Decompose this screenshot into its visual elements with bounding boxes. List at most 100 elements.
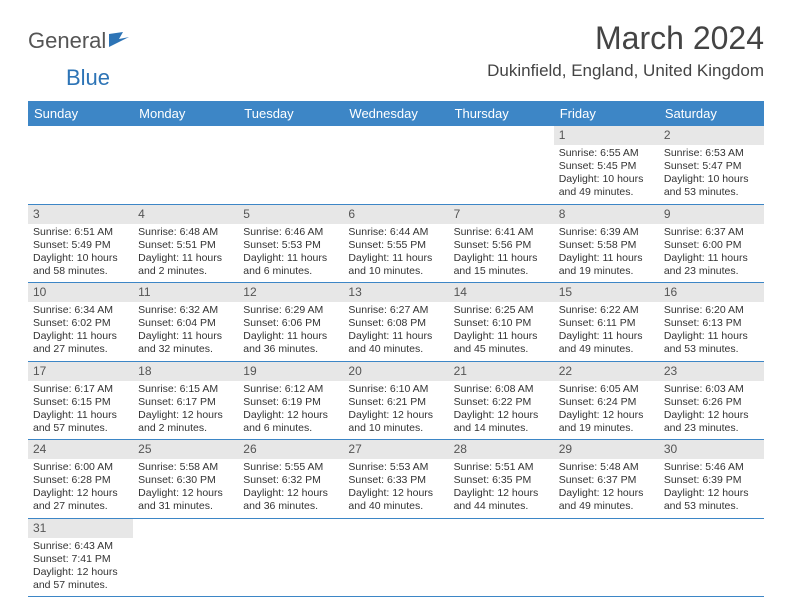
daylight-text: Daylight: 11 hours and 15 minutes. (454, 252, 549, 278)
sunset-text: Sunset: 6:39 PM (664, 474, 759, 487)
sunrise-text: Sunrise: 6:08 AM (454, 383, 549, 396)
sunset-text: Sunset: 6:33 PM (348, 474, 443, 487)
calendar-empty-cell (238, 518, 343, 597)
calendar-day-cell: 26Sunrise: 5:55 AMSunset: 6:32 PMDayligh… (238, 440, 343, 519)
calendar-empty-cell (238, 126, 343, 204)
daylight-text: Daylight: 11 hours and 6 minutes. (243, 252, 338, 278)
sunrise-text: Sunrise: 6:32 AM (138, 304, 233, 317)
sunrise-text: Sunrise: 6:53 AM (664, 147, 759, 160)
sunrise-text: Sunrise: 6:48 AM (138, 226, 233, 239)
daylight-text: Daylight: 12 hours and 40 minutes. (348, 487, 443, 513)
sunrise-text: Sunrise: 6:12 AM (243, 383, 338, 396)
calendar-day-cell: 25Sunrise: 5:58 AMSunset: 6:30 PMDayligh… (133, 440, 238, 519)
day-number: 12 (238, 283, 343, 302)
calendar-day-cell: 12Sunrise: 6:29 AMSunset: 6:06 PMDayligh… (238, 283, 343, 362)
calendar-day-cell: 5Sunrise: 6:46 AMSunset: 5:53 PMDaylight… (238, 204, 343, 283)
day-number: 16 (659, 283, 764, 302)
sunset-text: Sunset: 6:13 PM (664, 317, 759, 330)
day-details: Sunrise: 6:17 AMSunset: 6:15 PMDaylight:… (28, 381, 133, 440)
calendar-day-cell: 20Sunrise: 6:10 AMSunset: 6:21 PMDayligh… (343, 361, 448, 440)
day-details: Sunrise: 6:15 AMSunset: 6:17 PMDaylight:… (133, 381, 238, 440)
sunset-text: Sunset: 5:49 PM (33, 239, 128, 252)
day-details: Sunrise: 6:39 AMSunset: 5:58 PMDaylight:… (554, 224, 659, 283)
day-details: Sunrise: 6:29 AMSunset: 6:06 PMDaylight:… (238, 302, 343, 361)
calendar-day-cell: 24Sunrise: 6:00 AMSunset: 6:28 PMDayligh… (28, 440, 133, 519)
weekday-header: Thursday (449, 101, 554, 126)
calendar-day-cell: 17Sunrise: 6:17 AMSunset: 6:15 PMDayligh… (28, 361, 133, 440)
day-number: 6 (343, 205, 448, 224)
daylight-text: Daylight: 11 hours and 57 minutes. (33, 409, 128, 435)
sunrise-text: Sunrise: 6:05 AM (559, 383, 654, 396)
calendar-week-row: 24Sunrise: 6:00 AMSunset: 6:28 PMDayligh… (28, 440, 764, 519)
calendar-day-cell: 18Sunrise: 6:15 AMSunset: 6:17 PMDayligh… (133, 361, 238, 440)
sunrise-text: Sunrise: 6:46 AM (243, 226, 338, 239)
sunrise-text: Sunrise: 5:46 AM (664, 461, 759, 474)
day-details: Sunrise: 6:34 AMSunset: 6:02 PMDaylight:… (28, 302, 133, 361)
day-number: 25 (133, 440, 238, 459)
calendar-week-row: 3Sunrise: 6:51 AMSunset: 5:49 PMDaylight… (28, 204, 764, 283)
calendar-day-cell: 27Sunrise: 5:53 AMSunset: 6:33 PMDayligh… (343, 440, 448, 519)
calendar-empty-cell (133, 518, 238, 597)
day-details: Sunrise: 6:20 AMSunset: 6:13 PMDaylight:… (659, 302, 764, 361)
sunrise-text: Sunrise: 5:48 AM (559, 461, 654, 474)
logo-text-general: General (28, 28, 106, 54)
weekday-header: Friday (554, 101, 659, 126)
calendar-day-cell: 4Sunrise: 6:48 AMSunset: 5:51 PMDaylight… (133, 204, 238, 283)
sunrise-text: Sunrise: 6:51 AM (33, 226, 128, 239)
calendar-day-cell: 22Sunrise: 6:05 AMSunset: 6:24 PMDayligh… (554, 361, 659, 440)
calendar-day-cell: 31Sunrise: 6:43 AMSunset: 7:41 PMDayligh… (28, 518, 133, 597)
sunset-text: Sunset: 6:32 PM (243, 474, 338, 487)
day-number: 28 (449, 440, 554, 459)
day-number: 11 (133, 283, 238, 302)
sunset-text: Sunset: 6:21 PM (348, 396, 443, 409)
day-details: Sunrise: 6:46 AMSunset: 5:53 PMDaylight:… (238, 224, 343, 283)
daylight-text: Daylight: 12 hours and 2 minutes. (138, 409, 233, 435)
sunset-text: Sunset: 6:28 PM (33, 474, 128, 487)
daylight-text: Daylight: 11 hours and 27 minutes. (33, 330, 128, 356)
sunrise-text: Sunrise: 6:44 AM (348, 226, 443, 239)
day-details: Sunrise: 5:51 AMSunset: 6:35 PMDaylight:… (449, 459, 554, 518)
sunset-text: Sunset: 5:47 PM (664, 160, 759, 173)
day-number: 13 (343, 283, 448, 302)
day-details: Sunrise: 6:48 AMSunset: 5:51 PMDaylight:… (133, 224, 238, 283)
day-number: 10 (28, 283, 133, 302)
calendar-empty-cell (554, 518, 659, 597)
day-number: 29 (554, 440, 659, 459)
sunrise-text: Sunrise: 6:34 AM (33, 304, 128, 317)
day-details: Sunrise: 5:58 AMSunset: 6:30 PMDaylight:… (133, 459, 238, 518)
day-details: Sunrise: 5:55 AMSunset: 6:32 PMDaylight:… (238, 459, 343, 518)
sunrise-text: Sunrise: 6:41 AM (454, 226, 549, 239)
calendar-day-cell: 19Sunrise: 6:12 AMSunset: 6:19 PMDayligh… (238, 361, 343, 440)
day-details: Sunrise: 6:55 AMSunset: 5:45 PMDaylight:… (554, 145, 659, 204)
day-number: 26 (238, 440, 343, 459)
weekday-header: Saturday (659, 101, 764, 126)
calendar-empty-cell (28, 126, 133, 204)
daylight-text: Daylight: 12 hours and 14 minutes. (454, 409, 549, 435)
calendar-day-cell: 15Sunrise: 6:22 AMSunset: 6:11 PMDayligh… (554, 283, 659, 362)
calendar-day-cell: 28Sunrise: 5:51 AMSunset: 6:35 PMDayligh… (449, 440, 554, 519)
weekday-header-row: SundayMondayTuesdayWednesdayThursdayFrid… (28, 101, 764, 126)
day-number: 24 (28, 440, 133, 459)
daylight-text: Daylight: 12 hours and 10 minutes. (348, 409, 443, 435)
day-number: 14 (449, 283, 554, 302)
daylight-text: Daylight: 12 hours and 6 minutes. (243, 409, 338, 435)
day-details: Sunrise: 5:48 AMSunset: 6:37 PMDaylight:… (554, 459, 659, 518)
weekday-header: Wednesday (343, 101, 448, 126)
daylight-text: Daylight: 12 hours and 57 minutes. (33, 566, 128, 592)
calendar-week-row: 10Sunrise: 6:34 AMSunset: 6:02 PMDayligh… (28, 283, 764, 362)
daylight-text: Daylight: 11 hours and 32 minutes. (138, 330, 233, 356)
day-number: 8 (554, 205, 659, 224)
day-number: 17 (28, 362, 133, 381)
sunrise-text: Sunrise: 6:43 AM (33, 540, 128, 553)
day-details: Sunrise: 6:08 AMSunset: 6:22 PMDaylight:… (449, 381, 554, 440)
title-block: March 2024 Dukinfield, England, United K… (487, 20, 764, 81)
weekday-header: Tuesday (238, 101, 343, 126)
sunset-text: Sunset: 6:30 PM (138, 474, 233, 487)
location-subtitle: Dukinfield, England, United Kingdom (487, 61, 764, 81)
daylight-text: Daylight: 12 hours and 23 minutes. (664, 409, 759, 435)
daylight-text: Daylight: 11 hours and 49 minutes. (559, 330, 654, 356)
calendar-empty-cell (659, 518, 764, 597)
daylight-text: Daylight: 12 hours and 44 minutes. (454, 487, 549, 513)
daylight-text: Daylight: 11 hours and 36 minutes. (243, 330, 338, 356)
day-number: 1 (554, 126, 659, 145)
